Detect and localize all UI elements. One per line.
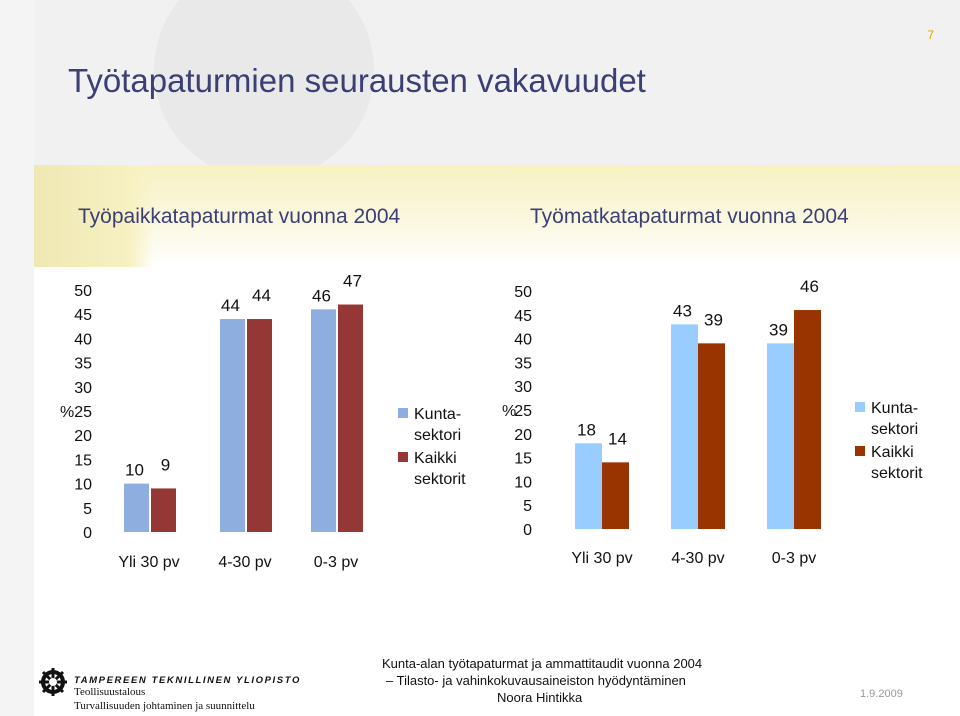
data-label: 44 — [252, 286, 271, 305]
y-tick-label: 10 — [74, 477, 92, 494]
y-tick-label: 50 — [514, 284, 532, 301]
bar — [671, 324, 698, 529]
data-label: 46 — [800, 277, 819, 296]
y-axis-label: % — [60, 404, 74, 421]
page-number: 7 — [927, 28, 934, 42]
data-label: 39 — [704, 310, 723, 329]
y-tick-label: 25 — [74, 404, 92, 421]
data-label: 18 — [577, 420, 596, 439]
legend-label: Kunta- — [414, 406, 461, 423]
legend-label: sektori — [414, 427, 461, 444]
legend-label: sektorit — [414, 471, 466, 488]
footer-line-1: Kunta-alan työtapaturmat ja ammattitaudi… — [382, 656, 703, 671]
data-label: 46 — [312, 286, 331, 305]
data-label: 43 — [673, 301, 692, 320]
y-tick-label: 50 — [74, 283, 92, 300]
y-tick-label: 10 — [514, 474, 532, 491]
y-tick-label: 45 — [74, 307, 92, 324]
data-label: 39 — [769, 320, 788, 339]
data-label: 47 — [343, 272, 362, 291]
x-tick-label: Yli 30 pv — [118, 554, 179, 571]
x-tick-label: 0-3 pv — [314, 554, 358, 571]
legend-swatch — [398, 408, 408, 418]
chart-left-subtitle: Työpaikkatapaturmat vuonna 2004 — [78, 205, 401, 228]
data-label: 9 — [161, 455, 170, 474]
y-tick-label: 0 — [83, 525, 92, 542]
y-tick-label: 5 — [523, 498, 532, 515]
footer-line-2: – Tilasto- ja vahinkokuvausaineiston hyö… — [386, 673, 686, 688]
x-tick-label: 4-30 pv — [218, 554, 271, 571]
bar — [311, 309, 336, 532]
bar — [767, 343, 794, 529]
y-tick-label: 40 — [74, 331, 92, 348]
legend-label: sektorit — [871, 465, 923, 482]
footer-author: Noora Hintikka — [497, 690, 583, 705]
y-tick-label: 20 — [514, 427, 532, 444]
header-band — [34, 0, 960, 180]
y-axis-label: % — [502, 403, 516, 420]
department-name: Teollisuustalous — [74, 686, 146, 698]
y-tick-label: 30 — [74, 380, 92, 397]
x-tick-label: Yli 30 pv — [571, 550, 632, 567]
data-label: 14 — [608, 429, 627, 448]
y-tick-label: 15 — [514, 451, 532, 468]
unit-name: Turvallisuuden johtaminen ja suunnittelu — [74, 700, 255, 712]
y-tick-label: 25 — [514, 403, 532, 420]
bar — [220, 319, 245, 532]
y-tick-label: 20 — [74, 428, 92, 445]
bar — [698, 343, 725, 529]
university-name: TAMPEREEN TEKNILLINEN YLIOPISTO — [74, 675, 301, 686]
y-tick-label: 0 — [523, 522, 532, 539]
bar — [247, 319, 272, 532]
x-tick-label: 0-3 pv — [772, 550, 816, 567]
bar — [575, 443, 602, 529]
y-tick-label: 40 — [514, 332, 532, 349]
legend-swatch — [855, 446, 865, 456]
legend-label: Kaikki — [414, 450, 457, 467]
data-label: 44 — [221, 296, 240, 315]
legend-label: Kaikki — [871, 444, 914, 461]
bar — [602, 462, 629, 529]
footer-date: 1.9.2009 — [860, 688, 903, 700]
subtitle-band — [34, 165, 960, 267]
y-tick-label: 30 — [514, 379, 532, 396]
legend-swatch — [855, 402, 865, 412]
legend-swatch — [398, 452, 408, 462]
y-tick-label: 45 — [514, 308, 532, 325]
chart-right-subtitle: Työmatkatapaturmat vuonna 2004 — [530, 205, 849, 228]
bar — [151, 488, 176, 532]
y-tick-label: 5 — [83, 501, 92, 518]
university-logo-icon — [39, 668, 67, 696]
x-tick-label: 4-30 pv — [671, 550, 724, 567]
legend-label: sektori — [871, 421, 918, 438]
gear-watermark-icon — [154, 0, 374, 180]
data-label: 10 — [125, 461, 144, 480]
left-decor-bar — [0, 0, 34, 716]
bar — [338, 304, 363, 532]
bar — [794, 310, 821, 529]
page-title: Työtapaturmien seurausten vakavuudet — [68, 62, 646, 99]
y-tick-label: 35 — [74, 356, 92, 373]
legend-label: Kunta- — [871, 400, 918, 417]
y-tick-label: 15 — [74, 452, 92, 469]
bar — [124, 483, 149, 532]
y-tick-label: 35 — [514, 355, 532, 372]
